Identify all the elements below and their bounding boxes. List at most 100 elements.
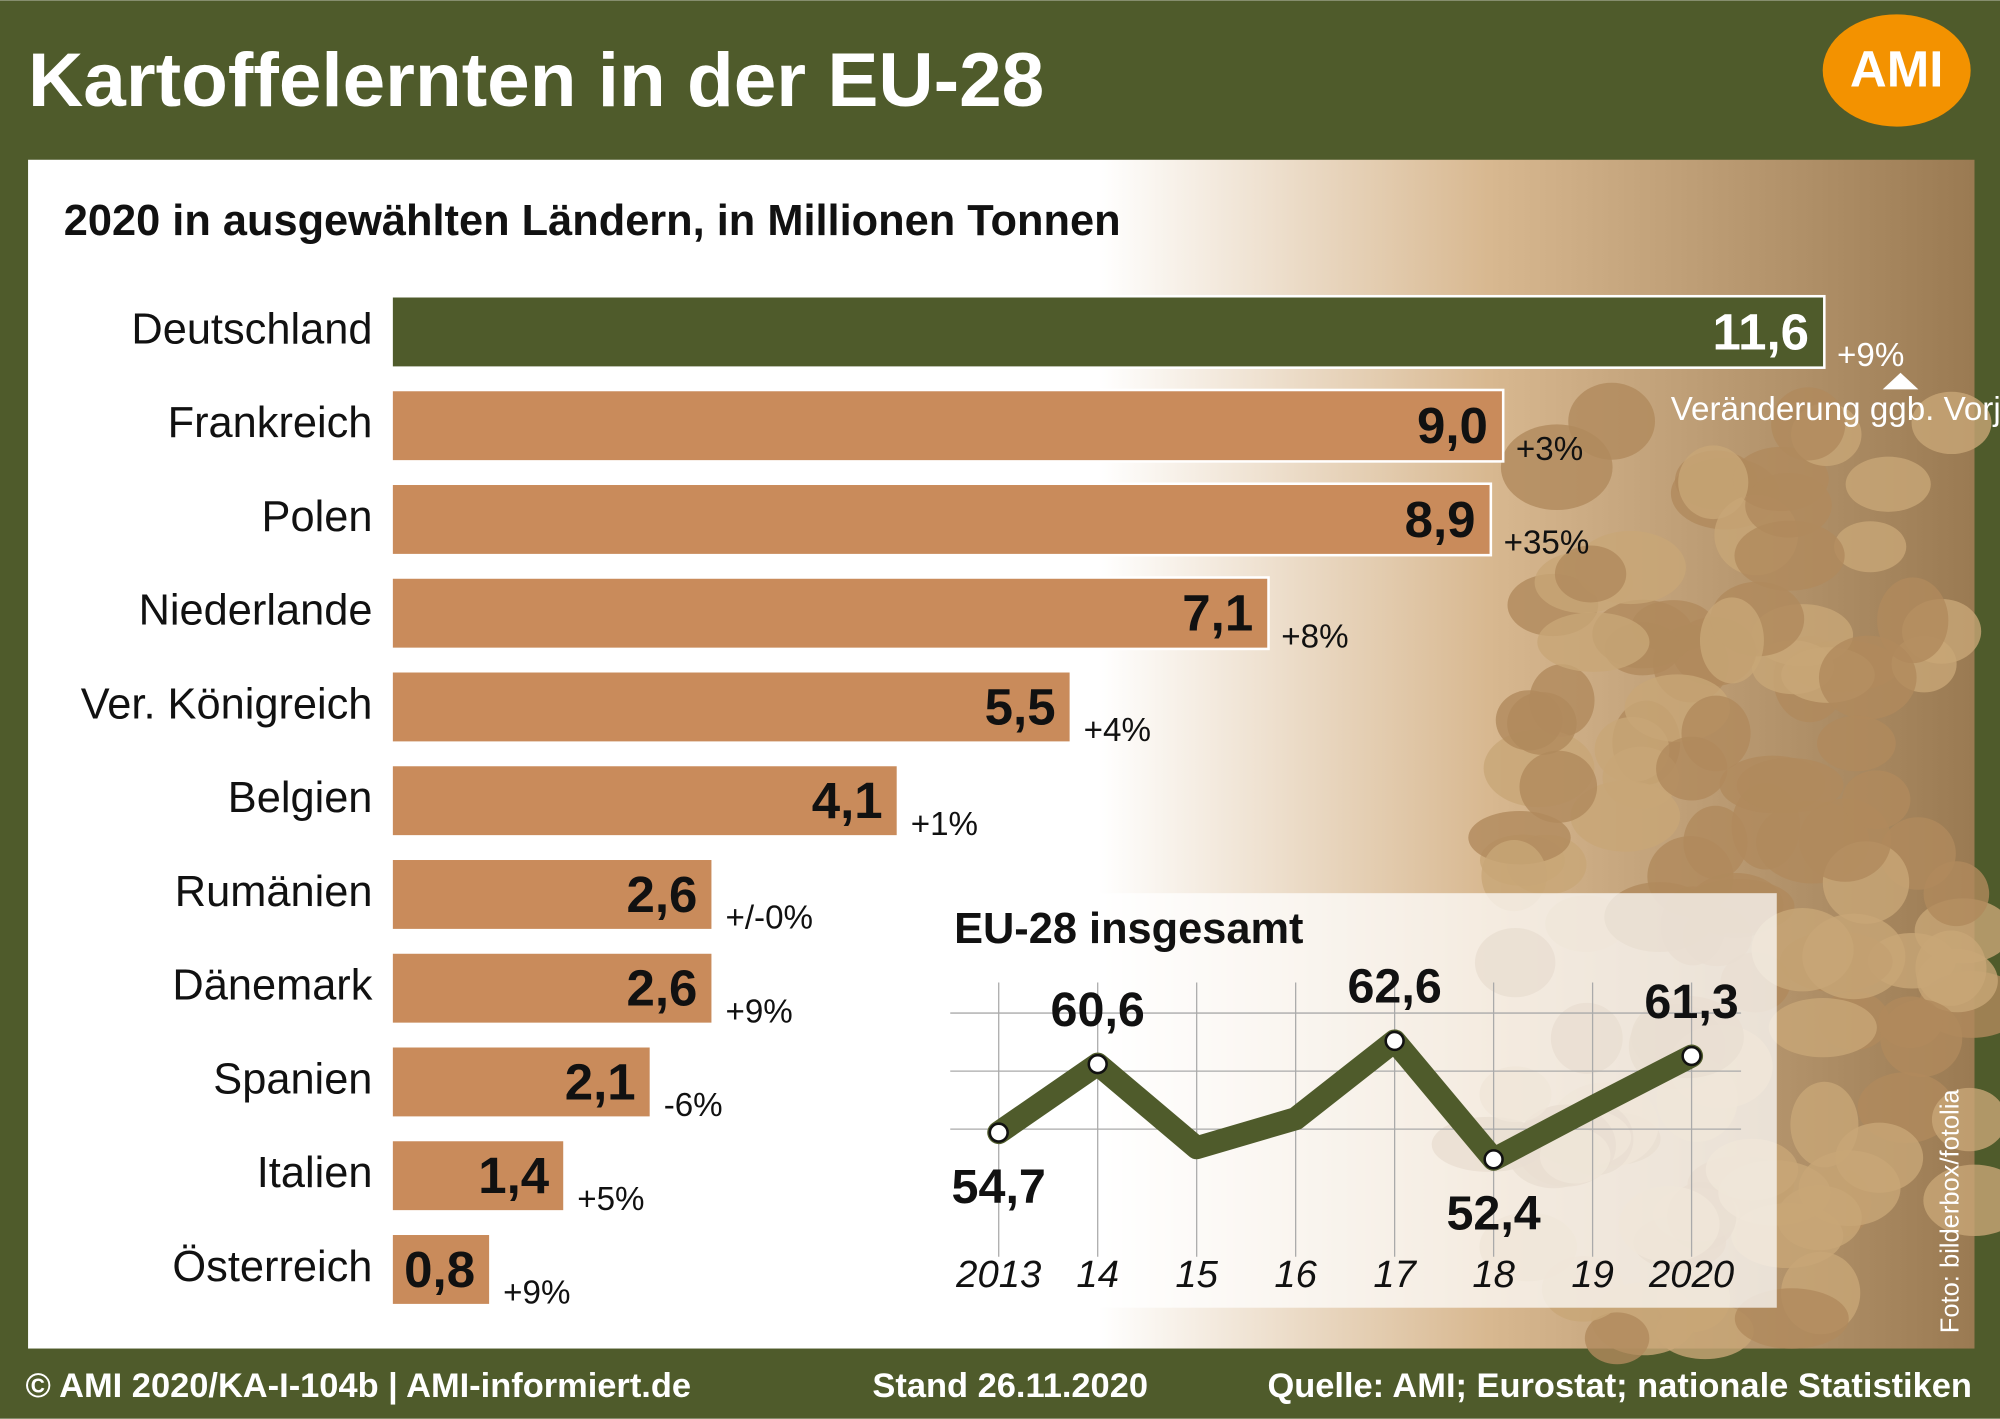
potato: [1736, 758, 1844, 813]
value-label: 11,6: [1713, 303, 1809, 360]
category-label: Niederlande: [139, 587, 373, 635]
change-label: +35%: [1504, 525, 1590, 562]
potato: [1683, 805, 1748, 879]
bar: [390, 857, 714, 932]
bar: [390, 482, 1493, 557]
x-tick-label: 14: [1076, 1253, 1119, 1296]
potato: [1877, 577, 1949, 664]
potato: [1734, 520, 1845, 591]
category-label: Frankreich: [168, 399, 373, 447]
bar: [390, 1044, 653, 1119]
inset-panel: [924, 893, 1777, 1308]
value-label: 2,1: [565, 1053, 636, 1110]
point: [1087, 1053, 1108, 1075]
potato: [1699, 597, 1764, 684]
change-label: +4%: [1084, 712, 1151, 749]
potato: [1771, 387, 1846, 461]
category-label: Deutschland: [131, 305, 372, 353]
inset-title: EU-28 insgesamt: [954, 905, 1303, 953]
potato: [1519, 750, 1598, 823]
x-tick-label: 2020: [1648, 1253, 1734, 1296]
x-tick-label: 18: [1472, 1253, 1515, 1296]
change-label: +9%: [1837, 337, 1904, 374]
bar: [390, 669, 1073, 744]
potato: [1681, 695, 1751, 772]
value-label: 7,1: [1182, 585, 1253, 642]
x-tick-label: 19: [1571, 1253, 1614, 1296]
bar: [390, 951, 714, 1026]
value-label: 60,6: [1051, 983, 1145, 1037]
potato: [1554, 545, 1627, 603]
potato: [1931, 1087, 2000, 1152]
potato: [1923, 861, 1990, 927]
logo: [1822, 14, 1971, 127]
title: Kartoffelernten in der EU-28: [28, 38, 1044, 123]
value-label: 52,4: [1446, 1187, 1540, 1241]
photo-credit: Foto: bilderbox/fotolia: [1936, 1089, 1964, 1334]
value-label: 1,4: [478, 1147, 550, 1204]
footer-left: © AMI 2020/KA-I-104b | AMI-informiert.de: [26, 1367, 692, 1405]
point: [1483, 1149, 1504, 1170]
change-label: +/-0%: [725, 900, 813, 937]
category-label: Belgien: [228, 774, 373, 822]
value-label: 8,9: [1405, 491, 1476, 548]
value-label: 54,7: [952, 1160, 1046, 1214]
point: [988, 1122, 1009, 1143]
potato: [1818, 635, 1917, 720]
footer-center: Stand 26.11.2020: [872, 1367, 1148, 1405]
potato: [1834, 521, 1907, 573]
logo-text: AMI: [1850, 41, 1944, 98]
value-label: 2,6: [626, 960, 697, 1017]
note: Veränderung ggb. Vorjahr: [1671, 391, 2000, 428]
change-label: +5%: [577, 1181, 644, 1218]
x-tick-label: 15: [1175, 1253, 1218, 1296]
potato: [1570, 780, 1681, 852]
potato: [1915, 930, 1987, 1006]
potato: [1835, 1122, 1924, 1193]
change-label: +9%: [725, 993, 792, 1030]
potato: [1923, 1164, 2000, 1237]
bar: [390, 763, 900, 838]
bar: [390, 388, 1505, 463]
bar: [390, 1232, 492, 1307]
subtitle: 2020 in ausgewählten Ländern, in Million…: [64, 197, 1121, 245]
value-label: 0,8: [404, 1241, 475, 1298]
value-label: 5,5: [985, 678, 1056, 735]
category-label: Dänemark: [172, 962, 372, 1010]
change-label: -6%: [664, 1087, 723, 1124]
category-label: Polen: [262, 493, 373, 541]
value-label: 4,1: [812, 772, 883, 829]
change-label: +9%: [503, 1275, 570, 1312]
category-label: Spanien: [213, 1055, 372, 1103]
bar: [390, 576, 1270, 651]
x-tick-label: 2013: [955, 1253, 1041, 1296]
bar: [390, 294, 1826, 369]
point: [1681, 1045, 1702, 1067]
potato: [1845, 456, 1931, 512]
bar: [390, 1138, 566, 1213]
potato: [1537, 612, 1650, 672]
potato: [1842, 770, 1911, 829]
x-tick-label: 16: [1274, 1253, 1317, 1296]
change-label: +3%: [1516, 431, 1583, 468]
change-label: +1%: [911, 806, 978, 843]
category-label: Österreich: [172, 1243, 372, 1291]
potato: [1817, 715, 1896, 772]
point: [1384, 1030, 1405, 1052]
value-label: 61,3: [1644, 975, 1738, 1029]
potato: [1568, 382, 1656, 460]
potato: [1768, 998, 1877, 1058]
potato: [1878, 996, 1943, 1049]
potato: [1751, 908, 1854, 992]
note-pointer: [1882, 372, 1919, 390]
line: [987, 1029, 1704, 1171]
category-label: Rumänien: [175, 868, 373, 916]
value-label: 2,6: [626, 866, 697, 923]
potato: [1678, 445, 1749, 520]
potato: [1507, 692, 1577, 755]
category-label: Ver. Königreich: [81, 680, 373, 728]
potato: [1911, 391, 1992, 455]
footer-right: Quelle: AMI; Eurostat; nationale Statist…: [1267, 1367, 1971, 1405]
value-label: 62,6: [1347, 960, 1441, 1014]
x-tick-label: 17: [1373, 1253, 1417, 1296]
